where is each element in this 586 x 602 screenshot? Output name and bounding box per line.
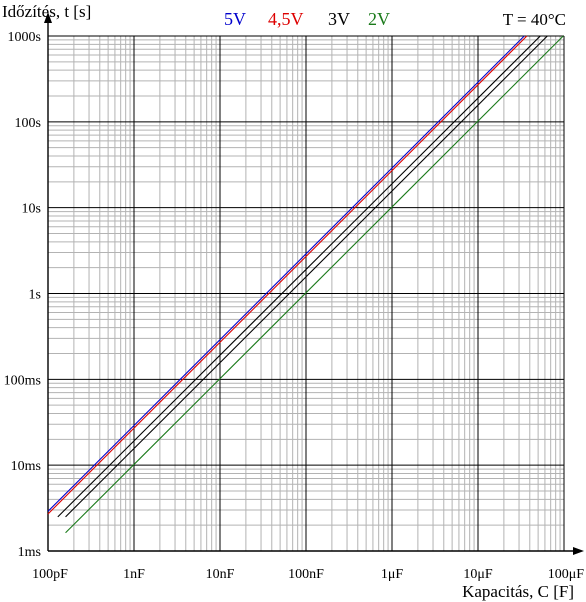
x-tick-label: 100μF [548, 567, 585, 582]
y-tick-label: 10s [22, 202, 41, 217]
series-line-3V [65, 35, 548, 518]
x-axis-label: Kapacitás, C [F] [462, 582, 574, 601]
y-tick-labels: 1ms 10ms 100ms 1s 10s 100s 1000s [4, 30, 41, 560]
y-axis-arrow [44, 12, 52, 23]
x-tick-label: 1nF [123, 567, 145, 582]
legend-3v: 3V [328, 9, 350, 29]
series-line-5V [47, 35, 525, 512]
series-line-4-5V [47, 35, 528, 515]
series-lines [47, 35, 564, 534]
y-tick-label: 10ms [11, 459, 41, 474]
legend-2v: 2V [368, 9, 390, 29]
y-tick-label: 100s [15, 116, 41, 131]
y-tick-label: 100ms [4, 373, 41, 388]
x-tick-label: 10nF [206, 567, 235, 582]
y-axis-label: Időzítés, t [s] [2, 2, 91, 21]
x-tick-label: 1μF [381, 567, 404, 582]
condition-label: T = 40°C [503, 10, 566, 29]
x-tick-label: 100pF [32, 567, 68, 582]
axes [44, 12, 584, 555]
y-tick-label: 1000s [8, 30, 41, 45]
series-line-extra [57, 35, 541, 518]
series-line-2V [65, 35, 564, 534]
x-tick-labels: 100pF 1nF 10nF 100nF 1μF 10μF 100μF [32, 567, 584, 582]
y-tick-label: 1ms [18, 545, 41, 560]
legend-4-5v: 4,5V [268, 9, 304, 29]
legend: 5V 4,5V 3V 2V [224, 9, 390, 29]
x-tick-label: 10μF [463, 567, 493, 582]
legend-5v: 5V [224, 9, 246, 29]
x-tick-label: 100nF [288, 567, 324, 582]
y-tick-label: 1s [29, 288, 41, 303]
x-axis-arrow [573, 547, 584, 555]
